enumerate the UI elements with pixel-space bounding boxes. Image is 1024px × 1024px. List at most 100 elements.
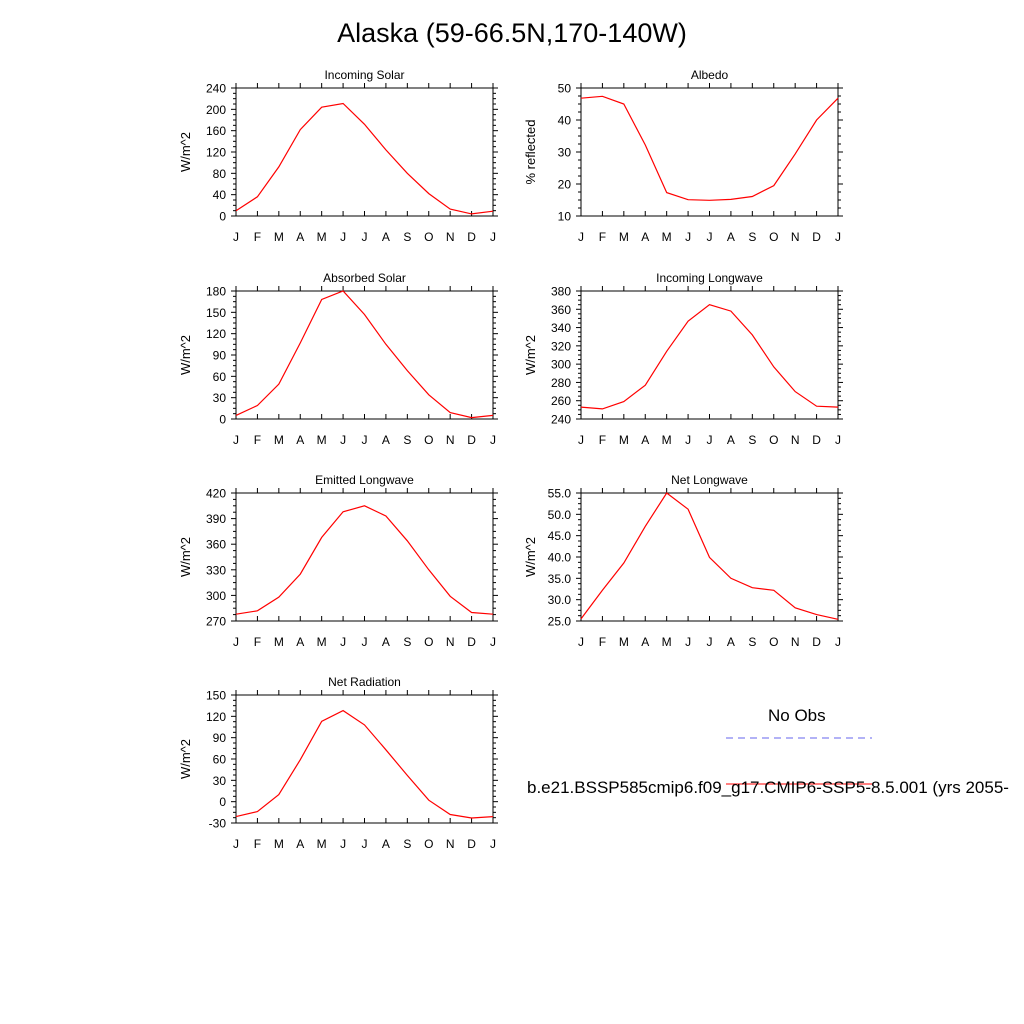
y-tick-label: 50 [558,82,572,96]
y-axis-label: W/m^2 [178,537,193,577]
x-tick-label: F [254,635,261,649]
x-tick-label: J [233,433,239,447]
x-tick-label: A [382,837,390,851]
x-tick-label: J [707,230,713,244]
y-tick-label: 0 [219,795,226,809]
x-tick-label: M [619,635,629,649]
y-tick-label: 0 [219,210,226,224]
x-tick-label: D [812,635,821,649]
y-axis-label: W/m^2 [523,537,538,577]
x-tick-label: M [317,635,327,649]
x-tick-label: M [274,433,284,447]
y-tick-label: 420 [206,487,226,501]
x-tick-label: M [274,635,284,649]
y-axis-label: W/m^2 [523,335,538,375]
x-tick-label: O [424,230,433,244]
x-tick-label: J [490,837,496,851]
y-tick-label: 80 [213,167,227,181]
x-tick-label: O [424,837,433,851]
x-tick-label: M [317,837,327,851]
y-tick-label: 300 [206,589,226,603]
y-tick-label: -30 [209,817,227,831]
x-tick-label: N [791,230,800,244]
x-tick-label: A [296,837,304,851]
y-tick-label: 40 [213,188,227,202]
x-tick-label: J [233,635,239,649]
x-tick-label: S [748,635,756,649]
x-tick-label: S [403,837,411,851]
x-tick-label: J [340,837,346,851]
x-tick-label: J [685,230,691,244]
y-tick-label: 180 [206,285,226,299]
x-tick-label: A [296,635,304,649]
y-tick-label: 390 [206,512,226,526]
y-axis-label: W/m^2 [178,335,193,375]
y-tick-label: 280 [551,376,571,390]
y-tick-label: 25.0 [548,615,572,629]
x-tick-label: S [403,433,411,447]
x-tick-label: J [835,230,841,244]
y-tick-label: 200 [206,103,226,117]
x-tick-label: A [727,433,735,447]
x-tick-label: A [641,230,649,244]
x-tick-label: N [446,635,455,649]
series-line [580,304,839,410]
y-tick-label: 40.0 [548,551,572,565]
x-tick-label: N [791,635,800,649]
y-tick-label: 360 [206,538,226,552]
legend-case-label: b.e21.BSSP585cmip6.f09_g17.CMIP6-SSP5-8.… [527,778,1009,797]
x-tick-label: F [254,230,261,244]
y-tick-label: 10 [558,210,572,224]
x-tick-label: F [599,433,606,447]
panel-title: Emitted Longwave [315,473,414,487]
plot-frame [580,290,839,420]
x-tick-label: M [662,433,672,447]
y-tick-label: 120 [206,327,226,341]
x-tick-label: N [446,230,455,244]
y-tick-label: 0 [219,413,226,427]
x-tick-label: N [446,433,455,447]
x-tick-label: M [274,837,284,851]
x-tick-label: A [727,230,735,244]
y-tick-label: 20 [558,178,572,192]
x-tick-label: M [274,230,284,244]
x-tick-label: A [382,635,390,649]
x-tick-label: A [382,230,390,244]
y-tick-label: 30 [558,146,572,160]
x-tick-label: J [835,433,841,447]
panel-net-longwave: J F M A M J J A S O N D J25.030.035.040.045.050.055.… [523,473,843,649]
y-tick-label: 60 [213,753,227,767]
y-tick-label: 30.0 [548,593,572,607]
x-tick-label: F [599,230,606,244]
series-line [580,95,839,201]
series-line [580,492,839,620]
x-tick-label: J [835,635,841,649]
y-axis-label: % reflected [523,119,538,184]
y-tick-label: 90 [213,731,227,745]
x-tick-label: J [685,635,691,649]
y-tick-label: 380 [551,285,571,299]
x-tick-label: A [641,635,649,649]
x-tick-label: A [382,433,390,447]
y-tick-label: 340 [551,321,571,335]
x-tick-label: M [662,635,672,649]
x-tick-label: J [578,433,584,447]
panel-title: Incoming Solar [324,68,404,82]
y-tick-label: 120 [206,146,226,160]
x-tick-label: F [254,837,261,851]
x-tick-label: J [340,635,346,649]
panel-title: Albedo [691,68,729,82]
plot-frame [235,694,494,824]
series-line [235,290,494,419]
x-tick-label: F [599,635,606,649]
panel-title: Net Radiation [328,675,401,689]
y-tick-label: 30 [213,774,227,788]
panel-title: Incoming Longwave [656,271,763,285]
x-tick-label: A [641,433,649,447]
y-tick-label: 50.0 [548,508,572,522]
x-tick-label: J [362,433,368,447]
